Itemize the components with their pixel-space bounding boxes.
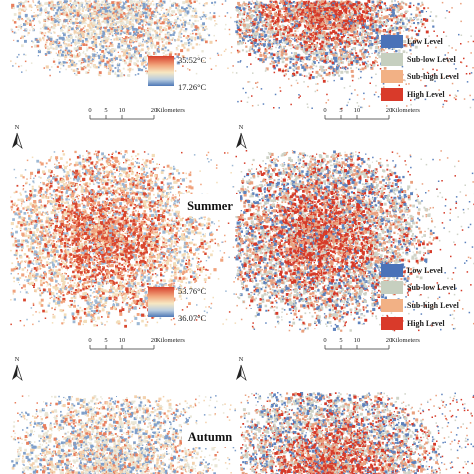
temperature-legend-summer: 53.76°C 36.07°C xyxy=(148,286,207,323)
scale-unit-label: Kilometers xyxy=(156,337,185,344)
legend-swatch-sub-high xyxy=(381,70,403,83)
legend-swatch-low xyxy=(381,35,403,48)
temp-max-label: 53.76°C xyxy=(178,286,207,296)
scale-tick-label: 0 xyxy=(88,337,91,344)
scale-tick-label: 0 xyxy=(88,107,91,114)
temperature-gradient-bar xyxy=(148,56,174,86)
north-arrow-icon: N xyxy=(236,356,247,382)
legend-label-sub-low: Sub-low Level xyxy=(407,55,456,64)
level-legend-spring: Low Level Sub-low Level Sub-high Level H… xyxy=(381,35,460,101)
level-legend-summer: Low Level Sub-low Level Sub-high Level H… xyxy=(381,264,460,330)
scale-tick-label: 0 xyxy=(323,107,326,114)
scale-tick-label: 10 xyxy=(119,337,126,344)
scale-tick-label: 0 xyxy=(323,337,326,344)
scale-tick-label: 20 xyxy=(386,107,393,114)
season-label-autumn: Autumn xyxy=(188,430,233,444)
north-arrows: N N N N xyxy=(12,124,247,382)
scale-unit-label: Kilometers xyxy=(391,337,420,344)
season-label-background xyxy=(182,425,238,447)
legend-label-high: High Level xyxy=(407,90,445,99)
level-map-spring xyxy=(235,0,474,110)
scale-unit-label: Kilometers xyxy=(391,107,420,114)
level-map-autumn xyxy=(240,392,474,474)
temp-max-label: 35.52°C xyxy=(178,55,207,65)
scale-tick-label: 10 xyxy=(354,107,361,114)
legend-label-sub-high: Sub-high Level xyxy=(407,72,460,81)
legend-swatch-sub-low xyxy=(381,281,403,294)
lst-map-summer xyxy=(10,150,237,328)
legend-label-sub-low: Sub-low Level xyxy=(407,283,456,292)
scale-tick-label: 20 xyxy=(151,107,158,114)
legend-label-low: Low Level xyxy=(407,37,444,46)
legend-swatch-sub-low xyxy=(381,53,403,66)
north-arrow-icon: N xyxy=(12,356,23,382)
scale-unit-label: Kilometers xyxy=(156,107,185,114)
season-label-background xyxy=(180,194,240,216)
scale-tick-label: 10 xyxy=(354,337,361,344)
scale-tick-label: 5 xyxy=(104,107,107,114)
legend-label-sub-high: Sub-high Level xyxy=(407,301,460,310)
legend-swatch-high xyxy=(381,88,403,101)
scale-tick-label: 20 xyxy=(386,337,393,344)
temp-min-label: 36.07°C xyxy=(178,313,207,323)
scale-tick-label: 10 xyxy=(119,107,126,114)
scale-tick-label: 5 xyxy=(339,337,342,344)
scale-tick-label: 20 xyxy=(151,337,158,344)
scale-tick-label: 5 xyxy=(339,107,342,114)
legend-label-low: Low Level xyxy=(407,266,444,275)
north-arrow-icon: N xyxy=(236,124,247,150)
legend-swatch-sub-high xyxy=(381,299,403,312)
temperature-gradient-bar xyxy=(148,287,174,317)
north-arrow-icon: N xyxy=(12,124,23,150)
temperature-legend-spring: 35.52°C 17.26°C xyxy=(148,55,207,92)
lst-map-spring xyxy=(10,0,236,78)
temp-min-label: 17.26°C xyxy=(178,82,207,92)
legend-label-high: High Level xyxy=(407,319,445,328)
season-label-summer: Summer xyxy=(187,199,233,213)
lst-map-autumn xyxy=(10,395,237,474)
scale-tick-label: 5 xyxy=(104,337,107,344)
legend-swatch-high xyxy=(381,317,403,330)
legend-swatch-low xyxy=(381,264,403,277)
